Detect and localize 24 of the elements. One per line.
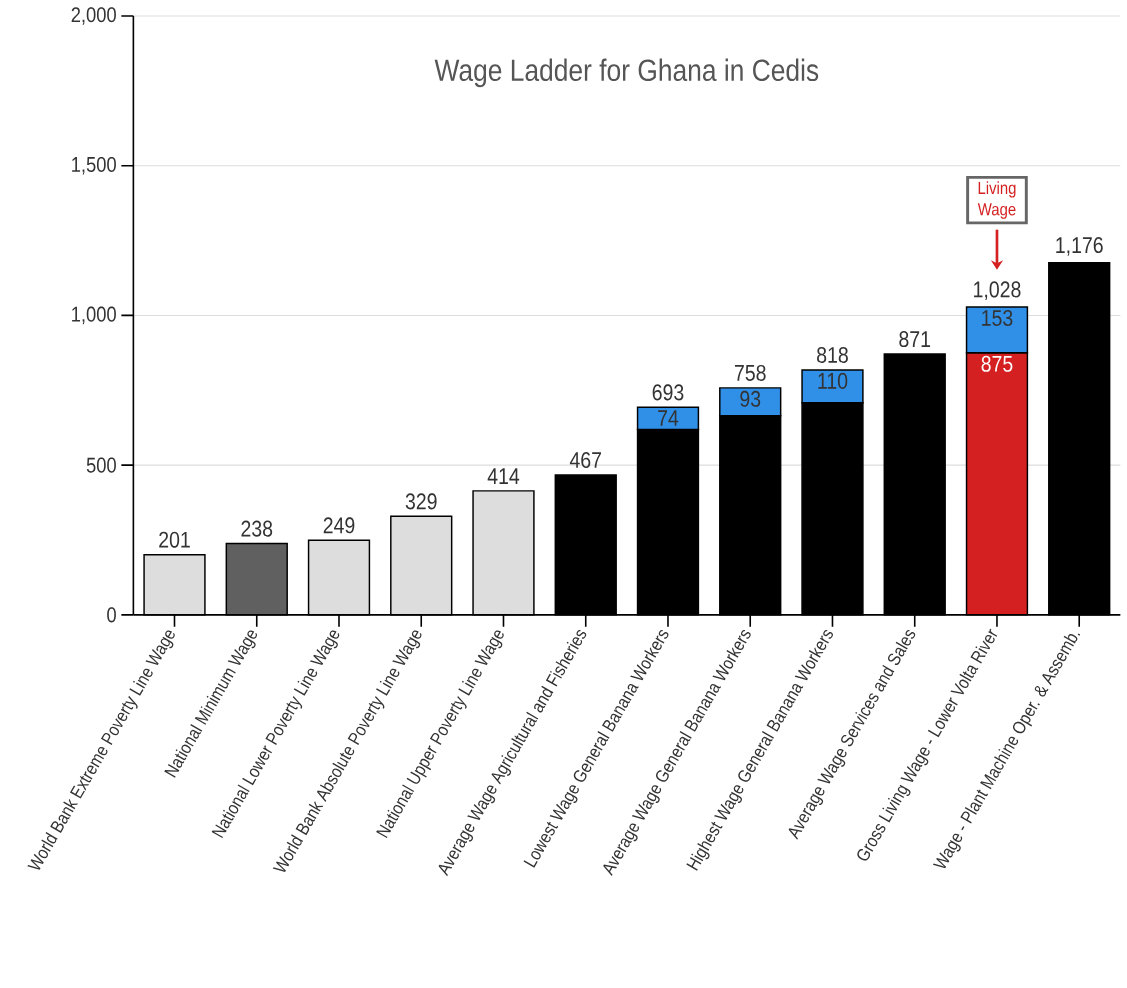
y-tick-label: 0: [107, 607, 116, 623]
total-label: 414: [487, 468, 520, 484]
y-tick-label: 2,000: [71, 7, 116, 25]
total-label: 1,028: [974, 281, 1021, 300]
data-label: 153: [982, 309, 1013, 326]
y-tick-label: 1,500: [72, 156, 116, 175]
y-tick-label: 500: [86, 457, 116, 473]
total-label: 693: [652, 384, 684, 401]
total-label: 249: [323, 517, 355, 534]
data-label: 875: [981, 355, 1013, 372]
data-label: 74: [658, 410, 679, 426]
total-label: 201: [159, 531, 190, 548]
y-tick-label: 1,000: [72, 306, 116, 325]
total-label: 758: [734, 364, 766, 381]
total-label: 329: [405, 493, 437, 510]
data-label: 110: [818, 372, 848, 389]
total-label: 871: [899, 330, 931, 347]
total-label: 238: [241, 520, 273, 537]
total-label: 1,176: [1056, 236, 1103, 256]
data-label: 93: [740, 390, 761, 407]
text: Wage Ladder for Ghana in Cedis: [434, 58, 819, 88]
total-label: 818: [817, 346, 848, 363]
total-label: 467: [569, 451, 601, 468]
annotation: Living Wage: [977, 181, 1016, 219]
